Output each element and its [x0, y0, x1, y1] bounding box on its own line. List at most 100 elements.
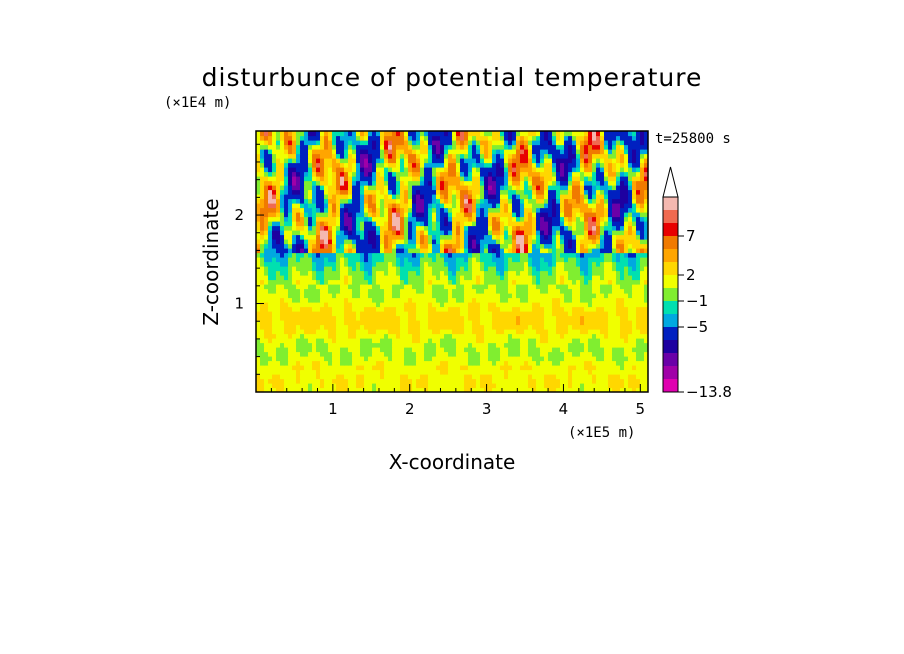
contour-cell: [304, 261, 309, 267]
contour-cell: [300, 225, 305, 231]
contour-cell: [428, 216, 433, 222]
contour-cell: [300, 266, 305, 272]
contour-cell: [332, 387, 337, 392]
contour-cell: [544, 324, 549, 330]
contour-cell: [572, 171, 577, 177]
contour-cell: [456, 365, 461, 371]
contour-cell: [524, 252, 529, 258]
contour-cell: [376, 311, 381, 317]
contour-cell: [372, 365, 377, 371]
contour-cell: [588, 189, 593, 195]
contour-cell: [592, 356, 597, 362]
contour-cell: [300, 347, 305, 353]
contour-cell: [508, 225, 513, 231]
contour-cell: [468, 284, 473, 290]
contour-cell: [348, 329, 353, 335]
contour-cell: [340, 261, 345, 267]
contour-cell: [272, 378, 277, 384]
contour-cell: [624, 351, 629, 357]
contour-cell: [480, 261, 485, 267]
contour-cell: [272, 365, 277, 371]
contour-cell: [564, 338, 569, 344]
contour-cell: [612, 239, 617, 245]
contour-cell: [368, 387, 373, 392]
contour-cell: [620, 387, 625, 392]
contour-cell: [408, 162, 413, 168]
contour-cell: [628, 194, 633, 200]
contour-cell: [304, 270, 309, 276]
contour-cell: [260, 342, 265, 348]
contour-cell: [316, 225, 321, 231]
contour-cell: [416, 248, 421, 254]
contour-cell: [408, 207, 413, 213]
contour-cell: [400, 239, 405, 245]
contour-cell: [616, 180, 621, 186]
contour-cell: [504, 279, 509, 285]
contour-cell: [272, 297, 277, 303]
contour-cell: [328, 180, 333, 186]
contour-cell: [376, 306, 381, 312]
contour-cell: [352, 383, 357, 389]
contour-cell: [324, 333, 329, 339]
contour-cell: [632, 365, 637, 371]
contour-cell: [264, 212, 269, 218]
contour-cell: [516, 306, 521, 312]
contour-cell: [500, 189, 505, 195]
contour-cell: [524, 333, 529, 339]
contour-cell: [328, 347, 333, 353]
contour-cell: [336, 279, 341, 285]
contour-cell: [644, 365, 648, 371]
contour-cell: [552, 171, 557, 177]
contour-cell: [468, 261, 473, 267]
contour-cell: [456, 387, 461, 392]
contour-cell: [368, 194, 373, 200]
contour-cell: [336, 284, 341, 290]
contour-cell: [268, 297, 273, 303]
contour-cell: [264, 225, 269, 231]
contour-cell: [516, 216, 521, 222]
contour-cell: [452, 333, 457, 339]
contour-cell: [516, 266, 521, 272]
contour-cell: [596, 243, 601, 249]
contour-cell: [588, 216, 593, 222]
contour-cell: [596, 342, 601, 348]
contour-cell: [444, 243, 449, 249]
contour-cell: [464, 230, 469, 236]
contour-cell: [560, 279, 565, 285]
contour-cell: [460, 329, 465, 335]
contour-cell: [328, 378, 333, 384]
contour-cell: [372, 320, 377, 326]
contour-cell: [500, 378, 505, 384]
contour-cell: [456, 212, 461, 218]
contour-cell: [292, 383, 297, 389]
contour-cell: [432, 261, 437, 267]
contour-cell: [644, 329, 648, 335]
contour-cell: [576, 185, 581, 191]
contour-cell: [528, 369, 533, 375]
contour-cell: [576, 374, 581, 380]
contour-cell: [568, 302, 573, 308]
contour-cell: [304, 257, 309, 263]
contour-cell: [564, 356, 569, 362]
contour-cell: [324, 189, 329, 195]
contour-cell: [588, 275, 593, 281]
contour-cell: [608, 216, 613, 222]
contour-cell: [476, 293, 481, 299]
contour-cell: [472, 324, 477, 330]
contour-cell: [304, 342, 309, 348]
contour-cell: [632, 198, 637, 204]
contour-cell: [276, 284, 281, 290]
contour-cell: [552, 203, 557, 209]
contour-cell: [588, 162, 593, 168]
contour-cell: [588, 284, 593, 290]
contour-cell: [592, 167, 597, 173]
contour-cell: [392, 189, 397, 195]
contour-cell: [452, 284, 457, 290]
contour-cell: [312, 360, 317, 366]
contour-cell: [376, 351, 381, 357]
contour-cell: [348, 297, 353, 303]
contour-cell: [480, 239, 485, 245]
contour-cell: [376, 212, 381, 218]
contour-cell: [400, 275, 405, 281]
contour-cell: [444, 360, 449, 366]
